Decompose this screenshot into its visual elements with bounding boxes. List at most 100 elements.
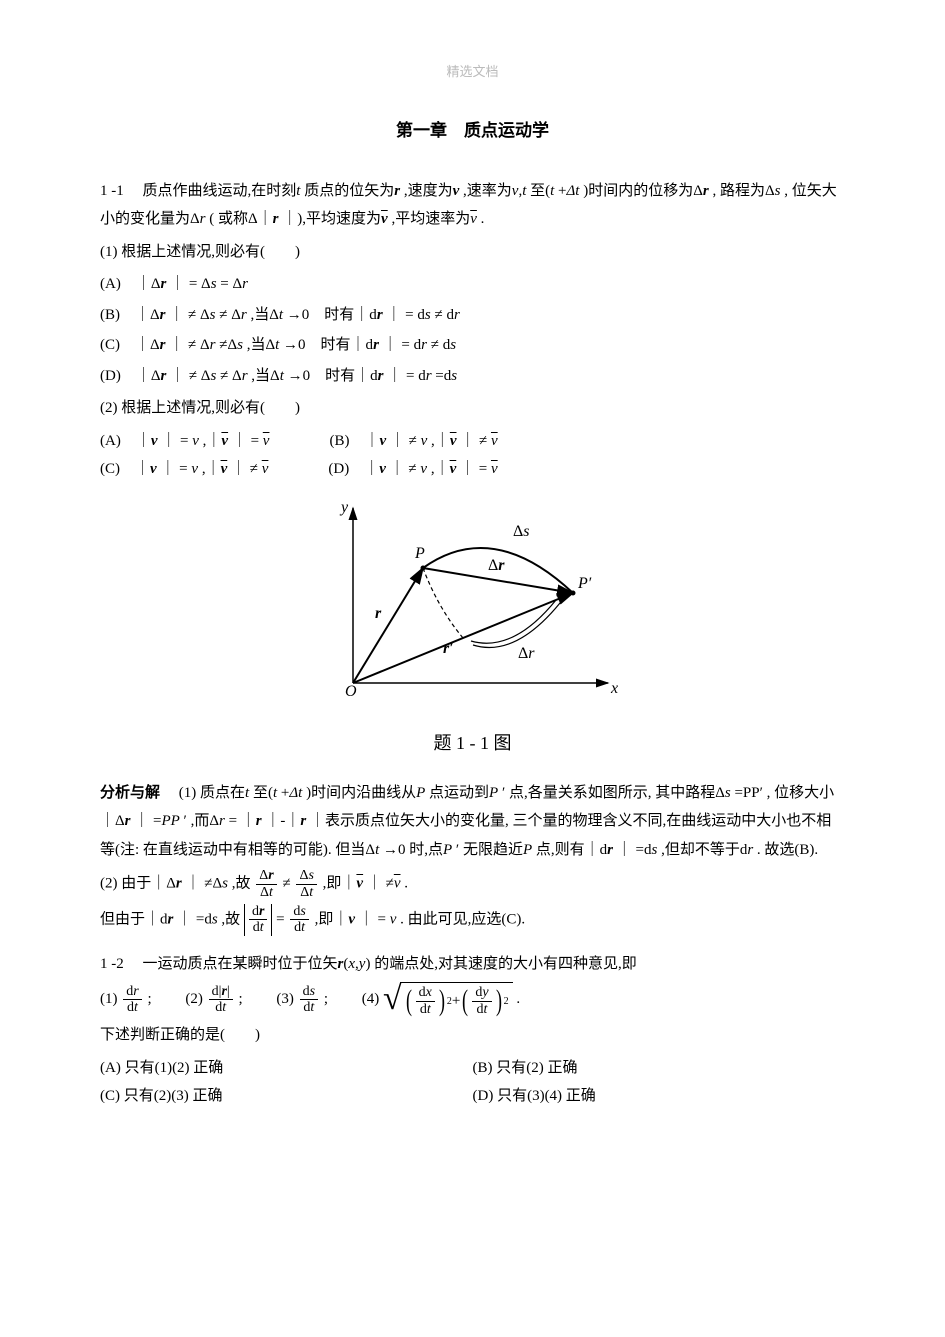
t: v <box>491 461 498 477</box>
fig-ds: Δs <box>513 523 530 540</box>
t: = ｜ <box>229 813 256 829</box>
t: t <box>275 337 279 353</box>
t: v <box>191 461 198 477</box>
q2-opt-a: (A) 只有(1)(2) 正确 <box>100 1054 473 1083</box>
expr1: drdt <box>123 984 141 1016</box>
t: ,｜ <box>431 433 450 449</box>
t: ｜ = d <box>386 307 424 323</box>
t: (2) <box>185 991 206 1007</box>
t: t <box>375 842 379 858</box>
fig-P: P <box>414 545 425 562</box>
t: v <box>379 461 386 477</box>
t: t <box>269 885 273 900</box>
sym-t2: t <box>522 183 526 199</box>
t: r <box>241 307 247 323</box>
t: ｜ ≠ Δ <box>170 368 210 384</box>
header-note: 精选文档 <box>100 60 845 85</box>
t: r <box>268 868 273 883</box>
t: (3) <box>276 991 297 1007</box>
q1-sub1: (1) 根据上述情况,则必有( ) <box>100 238 845 267</box>
t: ｜ = Δ <box>170 276 211 292</box>
t: r <box>125 813 131 829</box>
t: r <box>377 307 383 323</box>
t: r <box>210 337 216 353</box>
t: t <box>310 1000 314 1015</box>
t: ｜ ≠ <box>390 433 421 449</box>
q1-2-row1: (A) ｜v ｜ = v ,｜v ｜ = v (B) ｜v ｜ ≠ v ,｜v … <box>100 427 845 456</box>
t: ,故 <box>232 876 251 892</box>
t: r <box>421 337 427 353</box>
q2-opt-b: (B) 只有(2) 正确 <box>473 1054 846 1083</box>
fig-r: r <box>375 605 382 622</box>
t: v <box>348 911 355 927</box>
q1-2-c: (C) ｜v ｜ = v ,｜v ｜ ≠ v <box>100 455 268 484</box>
t: ｜ = d <box>383 337 421 353</box>
t: r <box>373 337 379 353</box>
t: t <box>260 920 264 935</box>
t: . 故选(B). <box>757 842 818 858</box>
t: v <box>356 876 363 892</box>
t: ≠ Δ <box>220 368 242 384</box>
t: (4) <box>362 991 383 1007</box>
t: Δt <box>289 785 302 801</box>
q1-opt-d: (D) ｜Δr ｜ ≠ Δs ≠ Δr ,当Δt →0 时有｜dr ｜ = dr… <box>100 362 845 391</box>
t: ,｜ <box>431 461 450 477</box>
fig-drv: Δr <box>488 557 505 574</box>
t: t <box>280 368 284 384</box>
t: (C) ｜Δ <box>100 337 160 353</box>
t: r <box>259 904 264 919</box>
expr3: dsdt <box>300 984 318 1016</box>
q1-2-b: (B) ｜v ｜ ≠ v ,｜v ｜ ≠ v <box>329 427 497 456</box>
fig-Pp: P′ <box>577 575 592 592</box>
t: v <box>450 461 457 477</box>
t: s <box>300 904 305 919</box>
sym-r2: r <box>273 211 279 227</box>
t: ′ 无限趋近 <box>456 842 523 858</box>
t: t <box>279 307 283 323</box>
t: = Δ <box>220 276 242 292</box>
analysis-p3: 但由于｜dr ｜ =ds ,故 drdt = dsdt ,即｜v ｜ = v .… <box>100 904 845 936</box>
frac-ds-dt2: dsdt <box>290 904 308 936</box>
q2-num: 1 -2 <box>100 956 124 972</box>
t: v <box>221 461 228 477</box>
t: ｜ ≠ <box>390 461 421 477</box>
analysis-p2: (2) 由于｜Δr ｜ ≠Δs ,故 ΔrΔt ≠ ΔsΔt ,即｜v ｜ ≠v… <box>100 868 845 900</box>
t: ｜ =d <box>617 842 652 858</box>
q2-expressions: (1) drdt ; (2) d|r|dt ; (3) dsdt ; (4) √… <box>100 982 845 1017</box>
t: r <box>160 337 166 353</box>
q2-tail: 下述判断正确的是( ) <box>100 1021 845 1050</box>
t: r <box>160 276 166 292</box>
sym-dr2: r <box>200 211 206 227</box>
fig-y: y <box>339 499 349 516</box>
t: ,速率为 <box>463 183 512 199</box>
t: (1) 质点在 <box>179 785 245 801</box>
q1-opt-c: (C) ｜Δr ｜ ≠ Δr ≠Δs ,当Δt →0 时有｜dr ｜ = dr … <box>100 331 845 360</box>
t: v <box>491 433 498 449</box>
q1-opt-a: (A) ｜Δr ｜ = Δs = Δr <box>100 270 845 299</box>
t: )时间内的位移为 <box>583 183 693 199</box>
t: v <box>262 461 269 477</box>
t: =d <box>435 368 451 384</box>
t: ｜ ≠ <box>231 461 262 477</box>
sym-v2: v <box>512 183 519 199</box>
t: ｜ ≠ <box>460 433 491 449</box>
t: (C) ｜ <box>100 461 150 477</box>
t: P <box>523 842 532 858</box>
t: ｜ = <box>359 911 390 927</box>
t: y <box>482 985 488 1000</box>
sym-v: v <box>453 183 460 199</box>
t: (B) ｜ <box>329 433 379 449</box>
sym-vbar: v <box>381 211 388 227</box>
t: r <box>133 984 138 999</box>
t: y <box>359 956 366 972</box>
sym-t3: t <box>550 183 554 199</box>
t: s <box>222 876 228 892</box>
t: v <box>394 876 401 892</box>
t: s <box>237 337 243 353</box>
t: r <box>300 813 306 829</box>
t: s <box>212 911 218 927</box>
fig-rp: r′ <box>443 640 454 657</box>
t: ｜ ≠ <box>367 876 394 892</box>
figure-1-1: O x y Δs P P′ r r′ Δr Δr <box>100 498 845 719</box>
t: v <box>221 433 228 449</box>
